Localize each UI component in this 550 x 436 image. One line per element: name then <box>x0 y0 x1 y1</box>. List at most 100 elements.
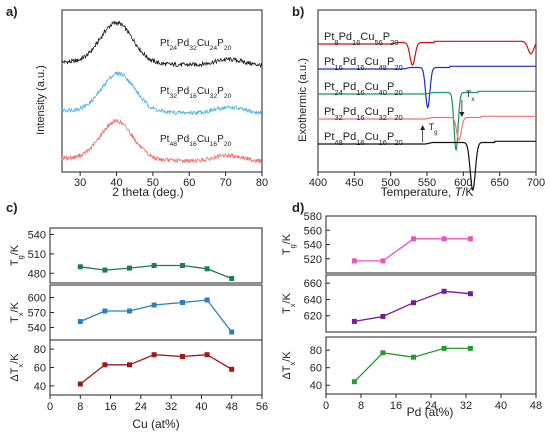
panel-b-series-label: Pt48Pd16Cu16P20 <box>324 131 403 147</box>
data-point <box>204 266 210 272</box>
panel-label-b: b) <box>292 4 304 19</box>
xtick-label: 16 <box>104 401 116 413</box>
data-point <box>229 276 235 281</box>
data-point <box>441 236 447 242</box>
data-point <box>127 265 132 271</box>
data-point <box>102 267 108 273</box>
panel-d-xlabel: Pd (at%) <box>407 405 454 419</box>
data-point <box>411 354 416 360</box>
data-point <box>180 354 185 359</box>
ytick-label: 520 <box>304 254 322 266</box>
data-point <box>127 362 132 368</box>
panel-a-xtick-label: 80 <box>256 177 268 189</box>
data-point <box>467 236 473 242</box>
series-line <box>354 238 471 262</box>
data-point <box>127 308 132 314</box>
panel-a-xlabel: 2 theta (deg.) <box>112 185 183 199</box>
ytick-label: 80 <box>310 345 322 357</box>
data-point <box>204 352 210 358</box>
panel-b-tg-arrowhead <box>420 125 426 130</box>
ytick-label: 510 <box>28 249 46 261</box>
subplot-ylabel: Tg/K <box>281 233 297 255</box>
subplot-frame <box>325 336 537 395</box>
panel-b-plot: 400 450 500 550 600 650 700 Temperature, T/K Pt8… <box>309 9 545 199</box>
panel-a-series-line <box>61 20 262 69</box>
subplot-ylabel: Tx/K <box>281 292 297 314</box>
panel-b-xtick-label: 550 <box>418 177 436 189</box>
subplot-frame <box>325 274 537 333</box>
data-point <box>441 288 447 294</box>
panel-b-tx-label: Tx <box>466 89 475 103</box>
ytick-label: 570 <box>28 308 46 320</box>
panel-b-series-line <box>318 140 536 192</box>
data-point <box>351 258 357 264</box>
panel-b-xtick-label: 400 <box>309 177 327 189</box>
panel-c-xlabel: Cu (at%) <box>132 417 179 431</box>
panel-b-xtick-label: 650 <box>490 177 508 189</box>
ytick-label: 620 <box>304 311 322 323</box>
xtick-label: 56 <box>256 401 268 413</box>
data-point <box>102 308 108 314</box>
subplot-ylabel: Tx/K <box>9 301 25 323</box>
data-point <box>380 258 386 264</box>
data-point <box>180 263 185 268</box>
panel-a-xtick-label: 40 <box>110 177 122 189</box>
panel-b-tx-arrowhead <box>459 112 465 117</box>
data-point <box>380 350 386 356</box>
panel-b-series-label: Pt8Pd16Cu56P20 <box>324 31 398 47</box>
panel-b-tg-label: Tg <box>429 122 438 136</box>
panel-b-series-line <box>318 90 536 152</box>
data-point <box>151 263 157 268</box>
ytick-label: 60 <box>34 363 46 375</box>
subplot-ylabel: Tg/K <box>9 244 25 266</box>
xtick-label: 24 <box>425 400 437 412</box>
panel-label-c: c) <box>6 200 18 215</box>
data-point <box>411 300 416 306</box>
data-point <box>77 319 83 324</box>
ytick-label: 600 <box>28 293 46 305</box>
data-point <box>151 352 157 358</box>
ytick-label: 560 <box>304 225 322 237</box>
panel-a-series-line <box>61 118 262 164</box>
ytick-label: 60 <box>310 363 322 375</box>
xtick-label: 40 <box>195 401 207 413</box>
data-point <box>411 236 416 242</box>
xtick-label: 8 <box>358 400 364 412</box>
xtick-label: 16 <box>390 400 402 412</box>
subplot-frame <box>325 215 537 274</box>
data-point <box>204 297 210 303</box>
xtick-label: 8 <box>77 401 83 413</box>
panel-b-series-line <box>318 65 536 109</box>
data-point <box>467 291 473 297</box>
ytick-label: 640 <box>304 294 322 306</box>
xtick-label: 0 <box>323 400 329 412</box>
panel-a-frame <box>61 9 263 173</box>
panel-a-xtick-label: 60 <box>183 177 195 189</box>
panel-b-xtick-label: 600 <box>454 177 472 189</box>
series-line <box>79 354 233 385</box>
ytick-label: 80 <box>34 344 46 356</box>
data-point <box>380 314 386 319</box>
xtick-label: 40 <box>495 400 507 412</box>
series-line <box>353 347 471 383</box>
data-point <box>77 381 83 387</box>
panel-a-plot: 30 40 50 60 70 80 Pt24Pd32Cu24P20 Pt32Pd16Cu32P… <box>61 9 268 189</box>
panel-b-xtick-label: 700 <box>527 177 545 189</box>
ytick-label: 660 <box>304 278 322 290</box>
xtick-label: 0 <box>47 401 53 413</box>
data-point <box>441 345 447 351</box>
data-point <box>229 329 235 335</box>
panel-a-series-line <box>61 71 262 116</box>
panel-b-xtick-label: 450 <box>345 177 363 189</box>
ytick-label: 540 <box>28 229 46 241</box>
series-line <box>354 290 471 323</box>
ytick-label: 580 <box>304 211 322 223</box>
panel-b-xtick-label: 500 <box>381 177 399 189</box>
panel-a-series-label: Pt24Pd32Cu24P20 <box>160 38 232 52</box>
panel-a-xtick-label: 30 <box>74 177 86 189</box>
subplot-ylabel: ΔTx/K <box>9 353 25 382</box>
data-point <box>229 366 235 372</box>
ytick-label: 540 <box>304 240 322 252</box>
xtick-label: 24 <box>135 401 147 413</box>
panel-b-ylabel: Exothermic (a.u.) <box>297 58 309 142</box>
